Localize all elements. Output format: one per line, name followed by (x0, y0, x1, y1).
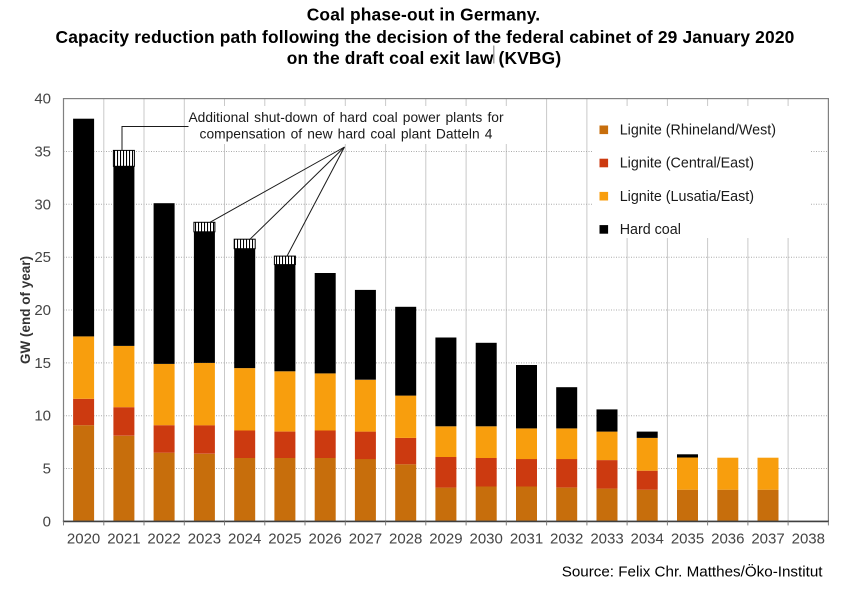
svg-text:2022: 2022 (147, 531, 180, 548)
svg-text:Lignite (Central/East): Lignite (Central/East) (620, 156, 754, 172)
svg-text:GW (end of year): GW (end of year) (18, 256, 33, 364)
svg-text:30: 30 (34, 196, 51, 213)
svg-text:2031: 2031 (510, 531, 543, 548)
svg-text:Lignite (Rhineland/West): Lignite (Rhineland/West) (620, 123, 776, 139)
svg-text:20: 20 (34, 302, 51, 319)
svg-text:2032: 2032 (550, 531, 583, 548)
svg-text:2025: 2025 (268, 531, 301, 548)
svg-text:2024: 2024 (228, 531, 261, 548)
svg-text:10: 10 (34, 408, 51, 425)
svg-text:25: 25 (34, 249, 51, 266)
svg-text:2038: 2038 (792, 531, 825, 548)
svg-text:2037: 2037 (751, 531, 784, 548)
svg-text:15: 15 (34, 355, 51, 372)
svg-text:Hard coal: Hard coal (620, 222, 681, 238)
svg-text:35: 35 (34, 144, 51, 161)
svg-text:2023: 2023 (188, 531, 221, 548)
svg-text:2026: 2026 (309, 531, 342, 548)
svg-text:40: 40 (34, 91, 51, 108)
svg-text:2028: 2028 (389, 531, 422, 548)
svg-text:Capacity reduction path follow: Capacity reduction path following the de… (56, 27, 795, 47)
svg-text:Source: Felix Chr. Matthes/Öko: Source: Felix Chr. Matthes/Öko-Institut (562, 563, 824, 581)
svg-text:2034: 2034 (631, 531, 664, 548)
svg-text:Additional shut-down of hard c: Additional shut-down of hard coal power … (188, 110, 504, 125)
svg-text:2033: 2033 (590, 531, 623, 548)
svg-text:2021: 2021 (107, 531, 140, 548)
svg-text:2027: 2027 (349, 531, 382, 548)
svg-text:5: 5 (43, 461, 51, 478)
svg-text:2029: 2029 (429, 531, 462, 548)
svg-text:on the draft coal exit law (KV: on the draft coal exit law (KVBG) (287, 48, 562, 68)
svg-text:compensation of new hard coal: compensation of new hard coal plant Datt… (200, 127, 493, 142)
svg-text:2030: 2030 (470, 531, 503, 548)
svg-text:2036: 2036 (711, 531, 744, 548)
svg-text:2020: 2020 (67, 531, 100, 548)
svg-text:2035: 2035 (671, 531, 704, 548)
svg-text:0: 0 (43, 513, 51, 530)
svg-text:Coal phase-out in Germany.: Coal phase-out in Germany. (307, 4, 541, 24)
svg-text:Lignite (Lusatia/East): Lignite (Lusatia/East) (620, 189, 754, 205)
